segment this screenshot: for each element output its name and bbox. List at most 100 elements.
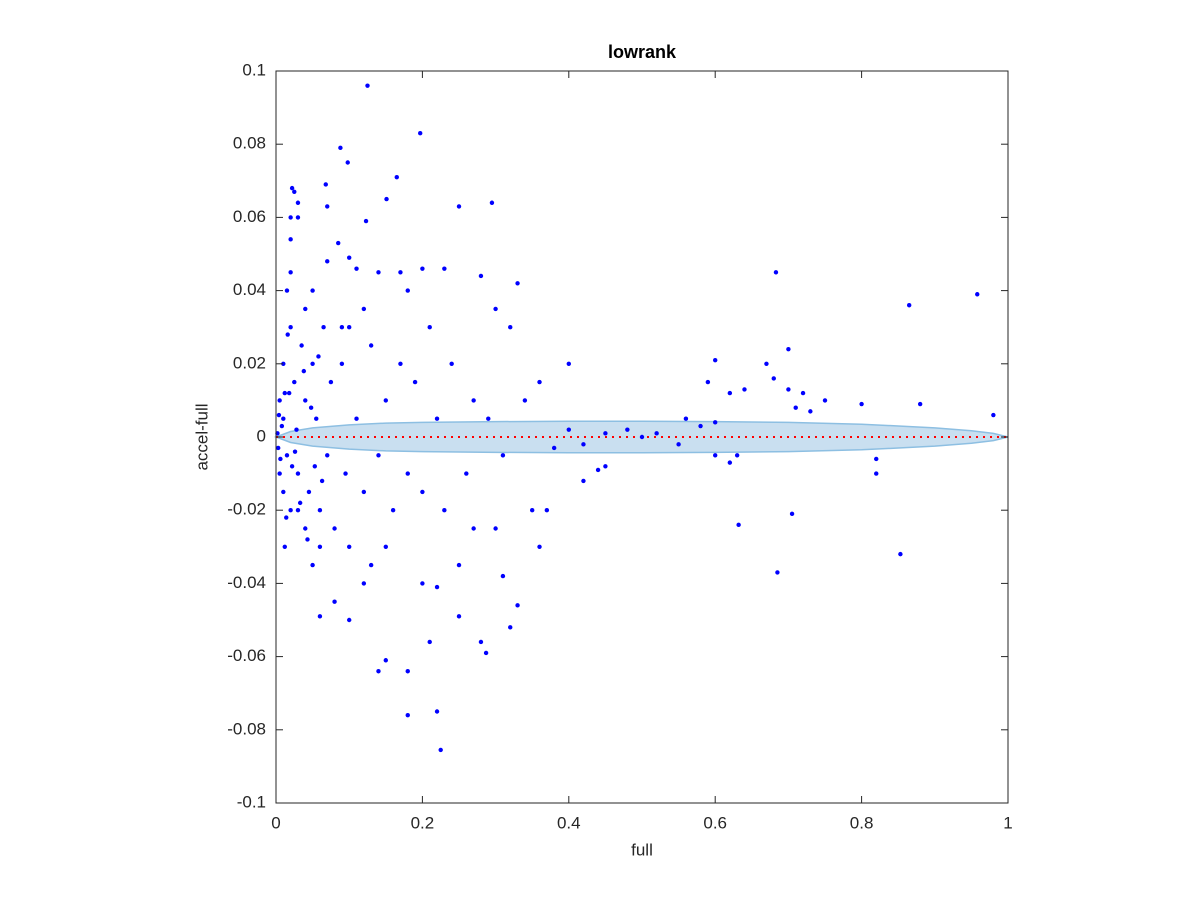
point — [286, 390, 292, 396]
point — [808, 409, 813, 414]
point — [321, 325, 326, 330]
point — [323, 182, 328, 187]
y-tick-label: 0.1 — [242, 60, 266, 79]
y-tick-label: -0.06 — [227, 646, 266, 665]
point — [368, 343, 374, 348]
point — [639, 434, 645, 440]
point — [338, 145, 343, 151]
point — [317, 508, 323, 513]
point — [282, 544, 287, 549]
chart-title: lowrank — [608, 42, 677, 62]
point — [442, 266, 447, 271]
point — [303, 526, 308, 531]
point — [310, 361, 315, 366]
point — [537, 379, 542, 385]
point — [500, 453, 506, 458]
point — [347, 325, 352, 330]
point — [376, 453, 381, 458]
point — [493, 526, 498, 531]
x-tick-label: 1 — [1003, 813, 1012, 832]
point — [713, 453, 718, 458]
point — [301, 368, 307, 374]
point — [390, 508, 396, 513]
point — [456, 204, 462, 209]
point — [775, 570, 780, 575]
point — [277, 398, 282, 403]
point — [299, 343, 304, 348]
point — [566, 361, 571, 366]
point — [603, 431, 608, 436]
point — [786, 346, 791, 352]
point — [551, 445, 557, 451]
point — [278, 456, 283, 462]
point — [295, 508, 301, 513]
point — [471, 526, 476, 531]
point — [305, 537, 310, 542]
point — [874, 471, 879, 476]
point — [288, 237, 293, 242]
point — [438, 747, 443, 753]
point — [288, 325, 293, 330]
point — [898, 551, 903, 557]
point — [471, 398, 476, 403]
point — [515, 281, 520, 286]
point — [398, 361, 403, 366]
point — [581, 478, 586, 484]
point — [383, 658, 388, 663]
point — [354, 266, 359, 271]
point — [376, 669, 381, 674]
point — [683, 416, 689, 421]
point — [489, 200, 495, 205]
point — [328, 379, 334, 385]
point — [289, 185, 295, 191]
y-axis-label: accel-full — [192, 403, 211, 470]
point — [288, 215, 293, 220]
point — [383, 398, 388, 403]
point — [365, 83, 370, 88]
point — [281, 361, 286, 366]
point — [418, 131, 423, 136]
point — [412, 379, 418, 385]
point — [325, 204, 330, 209]
point — [434, 584, 440, 590]
x-tick-label: 0.4 — [557, 813, 581, 832]
point — [917, 401, 923, 407]
point — [288, 508, 293, 513]
point — [713, 357, 718, 363]
point — [303, 398, 308, 403]
point — [727, 460, 733, 465]
point — [603, 464, 608, 469]
point — [515, 603, 520, 608]
point — [727, 390, 733, 396]
point — [339, 325, 345, 330]
point — [427, 639, 432, 645]
point — [295, 471, 301, 476]
point — [368, 562, 374, 568]
point — [383, 544, 388, 549]
y-tick-label: 0.06 — [233, 207, 266, 226]
x-axis-label: full — [631, 840, 653, 859]
point — [332, 599, 337, 604]
point — [277, 471, 282, 476]
point — [464, 471, 469, 476]
point — [276, 412, 282, 418]
point — [420, 266, 425, 271]
point — [292, 379, 297, 385]
point — [306, 489, 312, 495]
point — [991, 412, 996, 418]
point — [354, 416, 359, 421]
point — [292, 449, 298, 454]
x-tick-label: 0 — [271, 813, 280, 832]
point — [310, 288, 315, 293]
point — [282, 390, 287, 396]
point — [493, 306, 498, 312]
point — [339, 361, 345, 366]
point — [478, 273, 484, 279]
point — [420, 489, 425, 495]
point — [405, 471, 410, 476]
point — [281, 416, 286, 421]
point — [303, 306, 308, 312]
point — [332, 526, 337, 531]
point — [294, 427, 299, 432]
